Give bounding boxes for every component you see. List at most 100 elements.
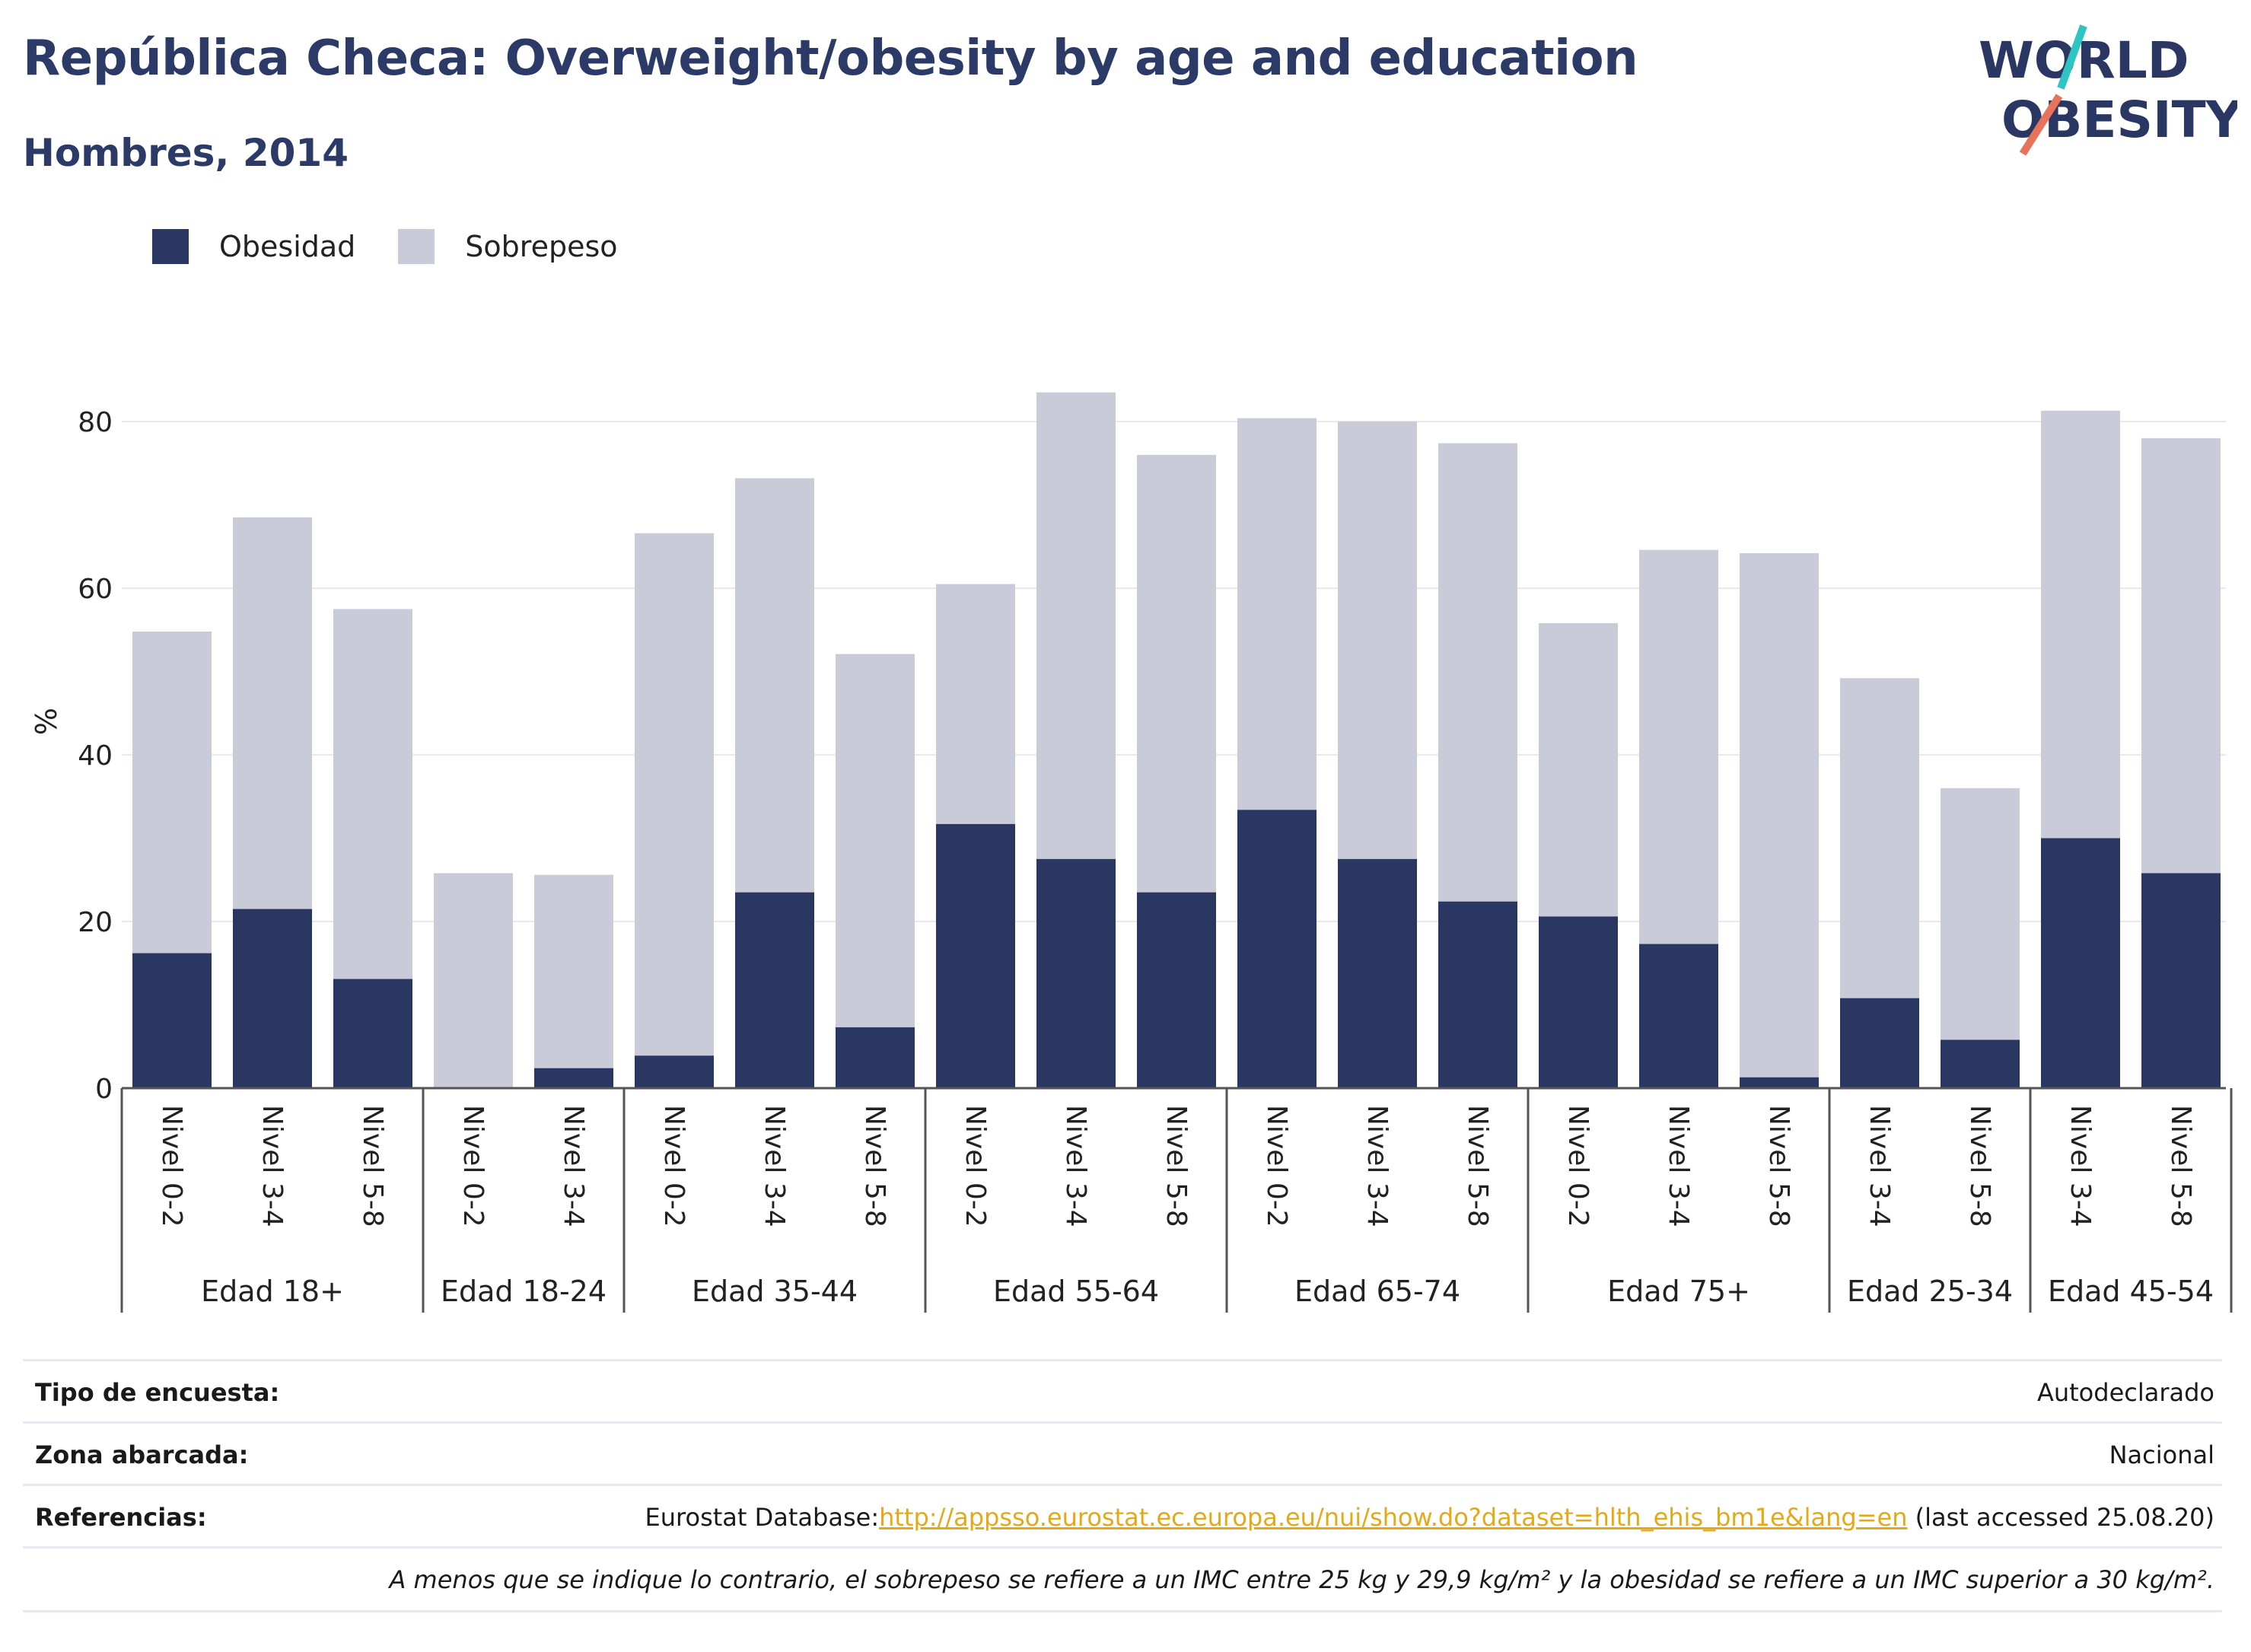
group-label: Edad 18-24 <box>441 1275 607 1308</box>
bar-sobrepeso <box>233 517 312 909</box>
group-label: Edad 25-34 <box>1847 1275 2013 1308</box>
x-tick-label: Nivel 3-4 <box>1663 1105 1694 1227</box>
bar-sobrepeso <box>1840 678 1919 998</box>
bar-obesidad <box>534 1068 613 1088</box>
bar-obesidad <box>836 1027 915 1088</box>
bar-obesidad <box>233 909 312 1088</box>
group-label: Edad 45-54 <box>2048 1275 2214 1308</box>
bar-sobrepeso <box>1539 622 1618 917</box>
chart-legend: Obesidad Sobrepeso <box>152 225 661 268</box>
bar-sobrepeso <box>333 609 412 979</box>
bar-obesidad <box>1840 998 1919 1088</box>
bar-sobrepeso <box>635 533 714 1056</box>
bar-obesidad <box>1740 1077 1819 1088</box>
bar-obesidad <box>1237 810 1317 1088</box>
page-title: República Checa: Overweight/obesity by a… <box>23 30 1638 87</box>
x-tick-label: Nivel 5-8 <box>1161 1105 1192 1227</box>
x-tick-label: Nivel 3-4 <box>1361 1105 1393 1227</box>
legend-item-obesidad[interactable]: Obesidad <box>152 229 355 264</box>
area-value: Nacional <box>2109 1440 2214 1469</box>
bar-sobrepeso <box>1137 454 1216 893</box>
group-label: Edad 55-64 <box>993 1275 1159 1308</box>
y-tick-label: 80 <box>78 407 113 438</box>
bar-sobrepeso <box>936 584 1015 824</box>
legend-label-sobrepeso: Sobrepeso <box>465 230 618 263</box>
x-tick-label: Nivel 0-2 <box>658 1105 689 1227</box>
x-tick-label: Nivel 5-8 <box>1763 1105 1794 1227</box>
references-link[interactable]: http://appsso.eurostat.ec.europa.eu/nui/… <box>879 1503 1908 1532</box>
bar-obesidad <box>1338 858 1417 1088</box>
bar-obesidad <box>2141 873 2221 1088</box>
logo-line1: WORLD <box>1979 31 2189 90</box>
references-value: Eurostat Database:http://appsso.eurostat… <box>645 1503 2222 1532</box>
references-label: Referencias: <box>35 1503 207 1532</box>
bar-sobrepeso <box>2041 410 2120 839</box>
x-tick-label: Nivel 3-4 <box>2065 1105 2096 1227</box>
bar-sobrepeso <box>836 654 915 1028</box>
info-row-area: Zona abarcada: Nacional <box>23 1421 2222 1486</box>
bar-sobrepeso <box>1438 443 1517 902</box>
bar-sobrepeso <box>735 478 814 893</box>
info-row-references: Referencias: Eurostat Database:http://ap… <box>23 1484 2222 1549</box>
y-tick-label: 60 <box>78 574 113 605</box>
bar-sobrepeso <box>1237 418 1317 810</box>
bar-sobrepeso <box>434 873 513 1088</box>
bar-sobrepeso <box>1639 549 1718 944</box>
bar-obesidad <box>1539 916 1618 1088</box>
references-prefix: Eurostat Database: <box>645 1503 880 1532</box>
x-tick-label: Nivel 0-2 <box>1261 1105 1292 1227</box>
info-row-survey-type: Tipo de encuesta: Autodeclarado <box>23 1359 2222 1424</box>
bar-obesidad <box>635 1055 714 1088</box>
legend-swatch-obesidad <box>152 229 189 264</box>
bar-sobrepeso <box>1740 553 1819 1077</box>
bar-obesidad <box>2041 838 2120 1088</box>
bar-sobrepeso <box>1036 392 1116 859</box>
x-tick-label: Nivel 0-2 <box>457 1105 489 1227</box>
legend-swatch-sobrepeso <box>398 229 435 264</box>
survey-type-label: Tipo de encuesta: <box>35 1378 280 1407</box>
x-tick-label: Nivel 5-8 <box>2165 1105 2196 1227</box>
group-label: Edad 35-44 <box>692 1275 858 1308</box>
x-tick-label: Nivel 3-4 <box>1864 1105 1895 1227</box>
group-label: Edad 65-74 <box>1294 1275 1460 1308</box>
bar-obesidad <box>132 953 212 1088</box>
stacked-bar-chart: 0 20 40 60 80% Nivel 0-2 Nivel 3-4 Nivel 5-8 Niv… <box>30 392 2233 1313</box>
bar-sobrepeso <box>2141 438 2221 874</box>
y-tick-label: 20 <box>78 907 113 938</box>
bar-obesidad <box>1137 892 1216 1088</box>
references-suffix: (last accessed 25.08.20) <box>1907 1503 2214 1532</box>
x-tick-label: Nivel 5-8 <box>1462 1105 1493 1227</box>
legend-item-sobrepeso[interactable]: Sobrepeso <box>398 229 618 264</box>
group-label: Edad 75+ <box>1607 1275 1750 1308</box>
x-tick-label: Nivel 3-4 <box>1060 1105 1091 1227</box>
world-obesity-logo: WORLD OBESITY <box>1979 24 2237 156</box>
info-row-note: A menos que se indique lo contrario, el … <box>23 1546 2222 1611</box>
y-tick-label: 40 <box>78 740 113 772</box>
x-tick-label: Nivel 0-2 <box>960 1105 991 1227</box>
x-tick-label: Nivel 5-8 <box>1964 1105 1995 1227</box>
bar-sobrepeso <box>132 631 212 953</box>
logo-slash-teal <box>2057 24 2087 90</box>
survey-type-value: Autodeclarado <box>2036 1378 2214 1407</box>
bar-sobrepeso <box>1338 422 1417 859</box>
logo-slash-coral <box>2019 94 2063 156</box>
bar-obesidad <box>1036 858 1116 1088</box>
x-tick-label: Nivel 3-4 <box>256 1105 288 1227</box>
bar-obesidad <box>1639 944 1718 1088</box>
page-subtitle: Hombres, 2014 <box>23 131 349 175</box>
bar-obesidad <box>1438 901 1517 1088</box>
info-bottom-divider <box>23 1610 2222 1612</box>
y-tick-label: 0 <box>95 1074 113 1105</box>
group-label: Edad 18+ <box>201 1275 344 1308</box>
x-tick-label: Nivel 3-4 <box>759 1105 790 1227</box>
x-tick-label: Nivel 0-2 <box>156 1105 187 1227</box>
bar-obesidad <box>1941 1039 2020 1088</box>
x-tick-label: Nivel 5-8 <box>859 1105 890 1227</box>
x-tick-label: Nivel 5-8 <box>357 1105 388 1227</box>
bar-sobrepeso <box>1941 788 2020 1040</box>
bar-sobrepeso <box>534 874 613 1068</box>
bar-obesidad <box>936 823 1015 1088</box>
area-label: Zona abarcada: <box>35 1440 249 1469</box>
bar-obesidad <box>333 979 412 1088</box>
definition-note: A menos que se indique lo contrario, el … <box>389 1565 2214 1594</box>
